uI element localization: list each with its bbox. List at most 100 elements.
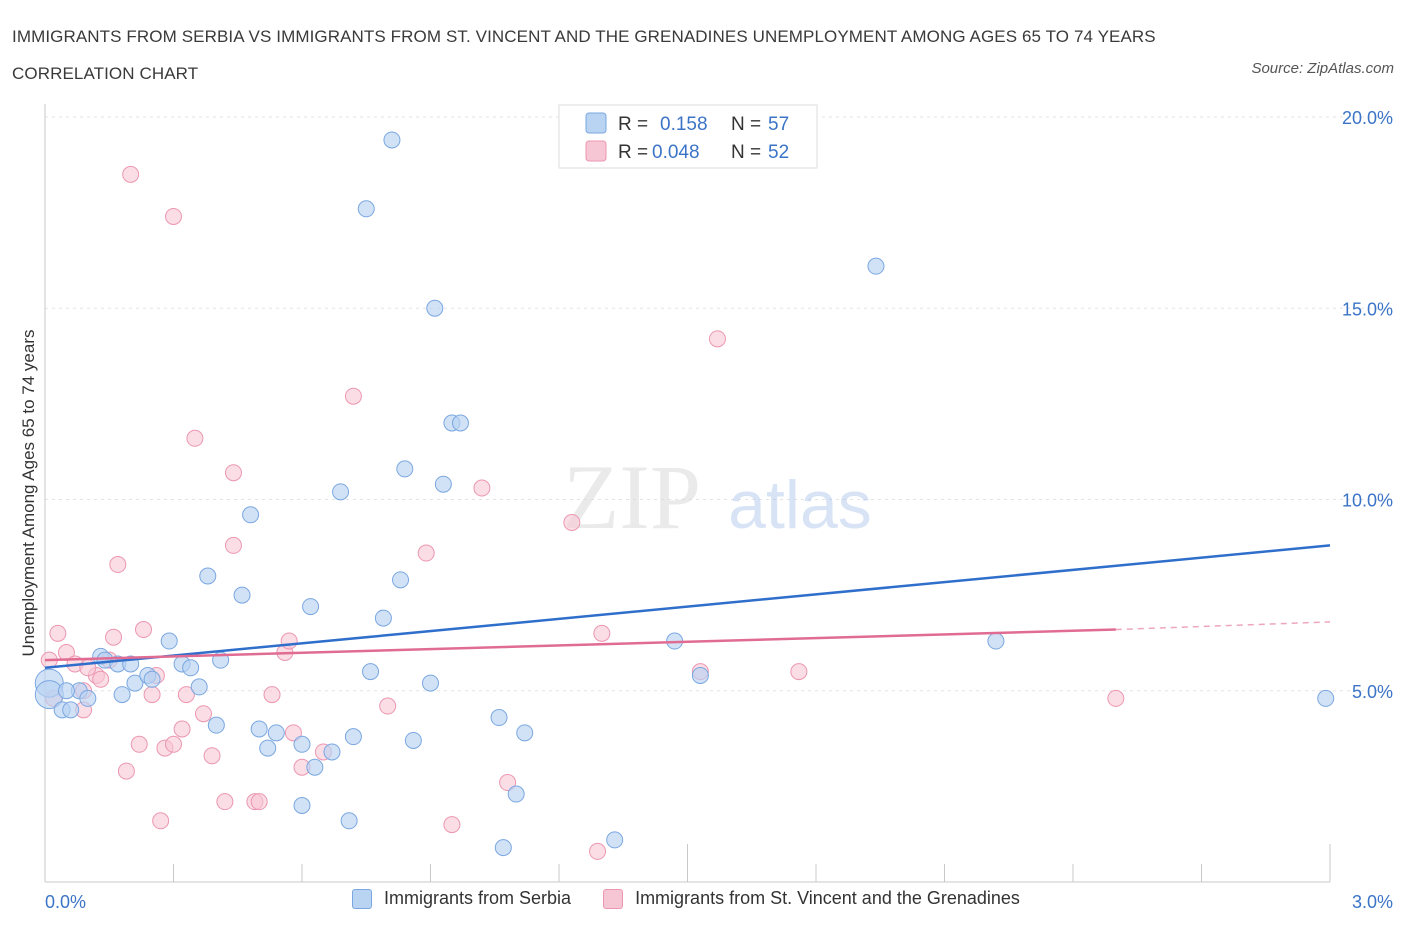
stvincent-point xyxy=(49,624,67,642)
y-tick-label: 5.0% xyxy=(1352,682,1393,702)
serbia-point xyxy=(344,728,362,746)
stvincent-point xyxy=(473,479,491,497)
serbia-point xyxy=(426,299,444,317)
serbia-point xyxy=(62,701,80,719)
watermark: ZIP atlas xyxy=(563,446,872,548)
serbia-point xyxy=(250,720,268,738)
stvincent-point xyxy=(284,724,302,742)
trendlines xyxy=(44,544,1331,670)
stvincent-point xyxy=(186,429,204,447)
serbia-point xyxy=(434,475,452,493)
serbia-point xyxy=(494,839,512,857)
legend-bottom-serbia-label: Immigrants from Serbia xyxy=(384,888,572,908)
stvincent-point xyxy=(708,330,726,348)
legend-bottom-serbia-swatch xyxy=(352,888,372,909)
stvincent-point xyxy=(499,774,517,792)
serbia-point xyxy=(392,571,410,589)
legend-serbia-r-value: 0.158 xyxy=(660,114,708,135)
serbia-point xyxy=(606,831,624,849)
stvincent-point xyxy=(165,207,182,225)
legend-stvincent-r-value: 0.048 xyxy=(652,142,700,163)
x-tick-label: 3.0% xyxy=(1352,892,1393,912)
legend-bottom-stvincent: Immigrants from St. Vincent and the Gren… xyxy=(603,888,1020,909)
legend-bottom-stvincent-swatch xyxy=(603,888,624,909)
serbia-point xyxy=(404,731,422,749)
stvincent-point xyxy=(224,464,242,482)
stvincent-point xyxy=(165,735,182,753)
y-tick-label: 10.0% xyxy=(1342,491,1393,511)
stvincent-trendline-extension xyxy=(1115,621,1331,631)
stvincent-point xyxy=(177,686,195,704)
serbia-point xyxy=(1317,689,1335,707)
stvincent-point xyxy=(92,670,110,688)
serbia-point xyxy=(451,414,469,432)
serbia-point xyxy=(259,739,277,757)
serbia-point xyxy=(323,743,341,761)
x-tick-label: 0.0% xyxy=(45,892,86,912)
stvincent-point xyxy=(109,556,127,574)
legend-stvincent-n-label: N = xyxy=(731,142,761,163)
serbia-trendline xyxy=(44,544,1331,670)
serbia-point xyxy=(374,609,392,627)
serbia-point xyxy=(57,682,75,700)
serbia-point xyxy=(516,724,534,742)
stvincent-point xyxy=(152,812,170,830)
serbia-point xyxy=(357,200,375,218)
legend-serbia-swatch xyxy=(585,112,607,134)
serbia-point xyxy=(126,674,144,692)
legend-bottom-stvincent-label: Immigrants from St. Vincent and the Gren… xyxy=(635,888,1020,908)
stvincent-point xyxy=(280,632,298,650)
stvincent-point xyxy=(593,624,611,642)
serbia-point xyxy=(233,586,251,604)
serbia-point xyxy=(190,678,208,696)
serbia-point xyxy=(507,785,525,803)
stvincent-point xyxy=(130,735,148,753)
serbia-point xyxy=(293,797,311,814)
serbia-point xyxy=(383,131,401,149)
serbia-point xyxy=(362,663,380,681)
serbia-point xyxy=(199,567,217,585)
legend-serbia-n-value: 57 xyxy=(768,114,789,135)
axes: 5.0% 10.0% 15.0% 20.0% 0.0% 3.0% xyxy=(44,104,1393,912)
stvincent-point xyxy=(1107,689,1125,707)
legend-serbia-n-label: N = xyxy=(731,114,761,135)
stvincent-point xyxy=(122,165,140,183)
serbia-point xyxy=(422,674,439,692)
serbia-point xyxy=(691,666,709,684)
stvincent-point xyxy=(194,705,212,723)
serbia-point xyxy=(490,709,508,727)
serbia-point xyxy=(867,257,885,275)
serbia-point xyxy=(113,686,131,704)
stvincent-point xyxy=(105,628,123,646)
watermark-zip: ZIP xyxy=(563,446,701,548)
legend-top: R = 0.158 N = 57 R = 0.048 N = 52 xyxy=(558,104,818,169)
y-tick-label: 20.0% xyxy=(1342,108,1393,128)
serbia-point xyxy=(340,812,358,830)
stvincent-point xyxy=(250,793,268,811)
legend-bottom-serbia: Immigrants from Serbia xyxy=(352,888,571,909)
series-serbia-points xyxy=(34,131,1335,857)
serbia-point xyxy=(306,758,324,776)
y-tick-label: 15.0% xyxy=(1342,299,1393,319)
serbia-point xyxy=(242,506,260,524)
serbia-point xyxy=(79,689,97,707)
series-stvincent-points xyxy=(40,165,1125,860)
stvincent-point xyxy=(173,720,191,738)
stvincent-point xyxy=(135,621,153,639)
serbia-point xyxy=(182,659,200,677)
legend-stvincent-r-label: R = xyxy=(618,142,648,163)
legend-serbia-r-label: R = xyxy=(618,114,648,135)
stvincent-trendline xyxy=(44,628,1116,662)
stvincent-point xyxy=(224,536,242,554)
y-axis-label: Unemployment Among Ages 65 to 74 years xyxy=(19,330,38,657)
stvincent-point xyxy=(443,816,461,834)
serbia-point xyxy=(143,670,161,688)
serbia-point xyxy=(396,460,414,478)
stvincent-point xyxy=(417,544,435,562)
serbia-point xyxy=(160,632,178,650)
serbia-point xyxy=(293,735,311,753)
legend-stvincent-n-value: 52 xyxy=(768,142,789,163)
stvincent-point xyxy=(117,762,135,780)
serbia-point xyxy=(302,598,320,616)
